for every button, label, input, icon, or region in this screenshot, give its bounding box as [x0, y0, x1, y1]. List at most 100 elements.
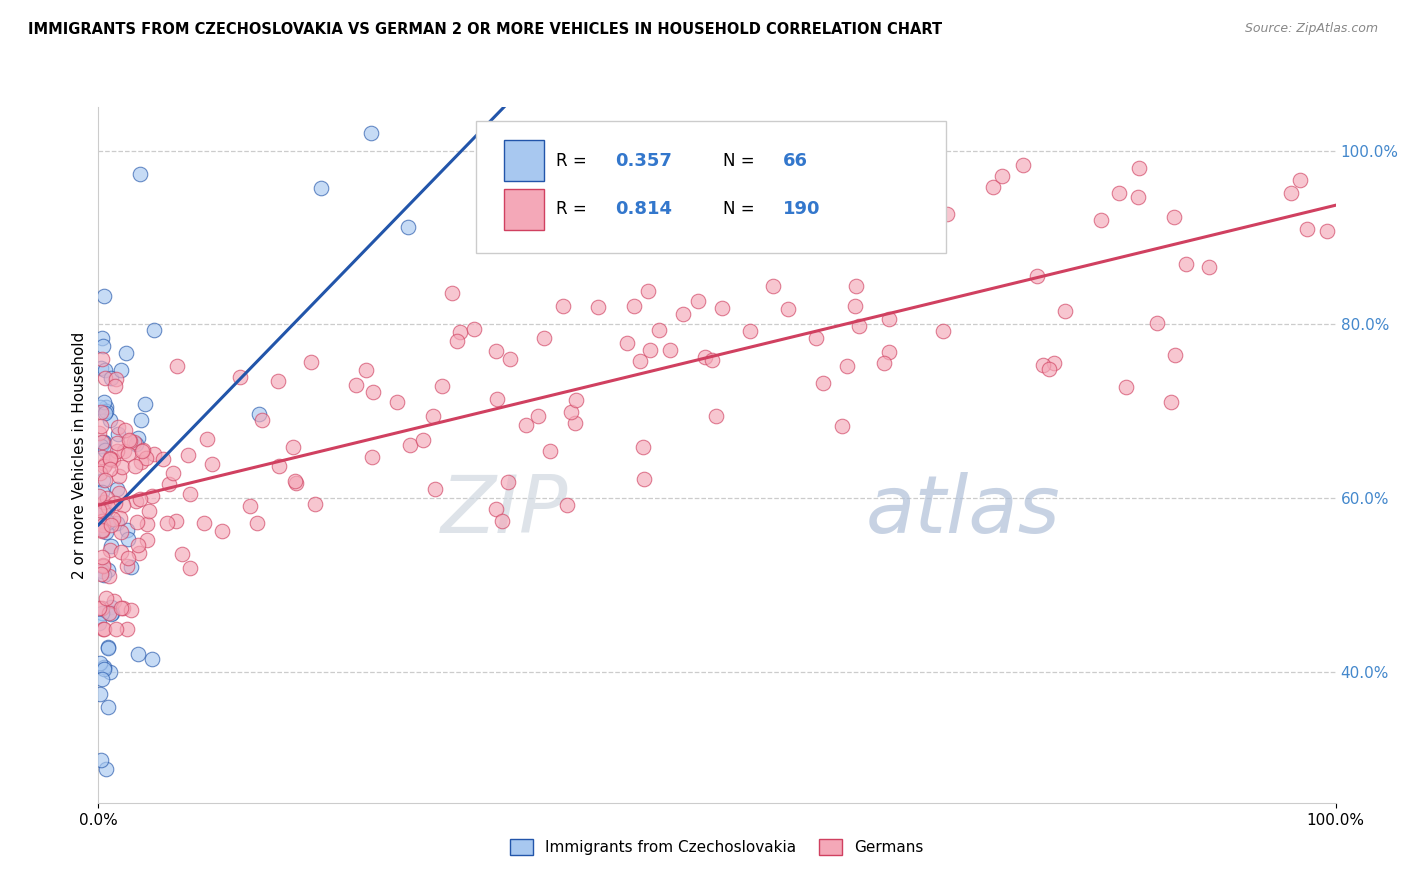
Point — [110, 363, 132, 377]
Point — [91, 600, 114, 615]
Text: R =: R = — [557, 201, 592, 219]
Text: atlas: atlas — [866, 472, 1060, 549]
Point — [90, 567, 112, 582]
Point — [93, 504, 115, 518]
Point — [120, 603, 142, 617]
Text: 0.357: 0.357 — [616, 152, 672, 169]
Point — [637, 284, 659, 298]
Point — [710, 301, 733, 316]
Point — [111, 498, 134, 512]
Point — [97, 515, 120, 529]
Point — [91, 672, 114, 686]
Point — [90, 405, 112, 419]
Point — [100, 461, 122, 475]
Point — [107, 427, 129, 442]
Point — [127, 431, 149, 445]
Point — [1289, 173, 1312, 187]
Point — [633, 472, 655, 486]
Point — [387, 395, 409, 409]
FancyBboxPatch shape — [475, 121, 946, 253]
Point — [555, 498, 578, 512]
Point — [91, 523, 114, 537]
Point — [640, 343, 662, 357]
Point — [432, 378, 454, 392]
Point — [128, 546, 150, 560]
Point — [98, 606, 121, 620]
Point — [179, 486, 201, 500]
Point — [135, 450, 157, 465]
Point — [111, 460, 134, 475]
Point — [299, 355, 322, 369]
Point — [166, 359, 188, 373]
Point — [87, 511, 110, 525]
Point — [1032, 358, 1054, 372]
Point — [122, 435, 145, 450]
Point — [1296, 222, 1319, 236]
Point — [90, 361, 112, 376]
Point — [844, 299, 866, 313]
Point — [105, 443, 128, 458]
Point — [239, 499, 262, 513]
Point — [423, 482, 446, 496]
Point — [157, 476, 180, 491]
Point — [246, 516, 269, 531]
Point — [120, 434, 142, 448]
Point — [648, 323, 671, 337]
Point — [96, 491, 118, 506]
Y-axis label: 2 or more Vehicles in Household: 2 or more Vehicles in Household — [72, 331, 87, 579]
Point — [125, 494, 148, 508]
Point — [93, 473, 115, 487]
Point — [89, 615, 111, 630]
Point — [935, 207, 957, 221]
Point — [90, 565, 112, 579]
Point — [201, 457, 224, 471]
Point — [103, 379, 125, 393]
Point — [914, 127, 936, 141]
Point — [1198, 260, 1220, 275]
Point — [1128, 161, 1150, 176]
Point — [117, 532, 139, 546]
Text: 0.814: 0.814 — [616, 201, 672, 219]
Point — [399, 438, 422, 452]
Point — [877, 312, 900, 326]
Point — [564, 416, 586, 430]
Point — [811, 376, 834, 391]
Point — [98, 451, 121, 466]
Point — [91, 558, 114, 573]
Point — [87, 425, 110, 440]
Point — [177, 449, 200, 463]
Point — [422, 409, 444, 424]
Point — [90, 434, 112, 449]
Point — [107, 469, 129, 483]
Point — [115, 559, 138, 574]
Point — [1160, 395, 1182, 409]
Point — [135, 517, 157, 532]
Point — [700, 353, 723, 368]
Point — [98, 413, 121, 427]
Point — [1025, 268, 1047, 283]
Point — [90, 418, 112, 433]
Point — [125, 437, 148, 451]
Point — [93, 662, 115, 676]
Point — [89, 656, 111, 670]
Point — [527, 409, 550, 424]
Point — [97, 563, 120, 577]
Point — [94, 363, 117, 377]
Point — [96, 591, 118, 605]
Legend: Immigrants from Czechoslovakia, Germans: Immigrants from Czechoslovakia, Germans — [505, 833, 929, 862]
Point — [441, 286, 464, 301]
Point — [1108, 186, 1130, 201]
Point — [628, 354, 651, 368]
Point — [396, 220, 419, 235]
Point — [837, 359, 859, 373]
Point — [1011, 158, 1033, 172]
Point — [91, 558, 114, 573]
Point — [551, 299, 574, 313]
Point — [776, 301, 799, 316]
Point — [623, 299, 645, 313]
Point — [1316, 224, 1339, 238]
Point — [98, 665, 121, 679]
Point — [98, 452, 121, 467]
Point — [1281, 186, 1303, 200]
Text: 66: 66 — [783, 152, 807, 169]
